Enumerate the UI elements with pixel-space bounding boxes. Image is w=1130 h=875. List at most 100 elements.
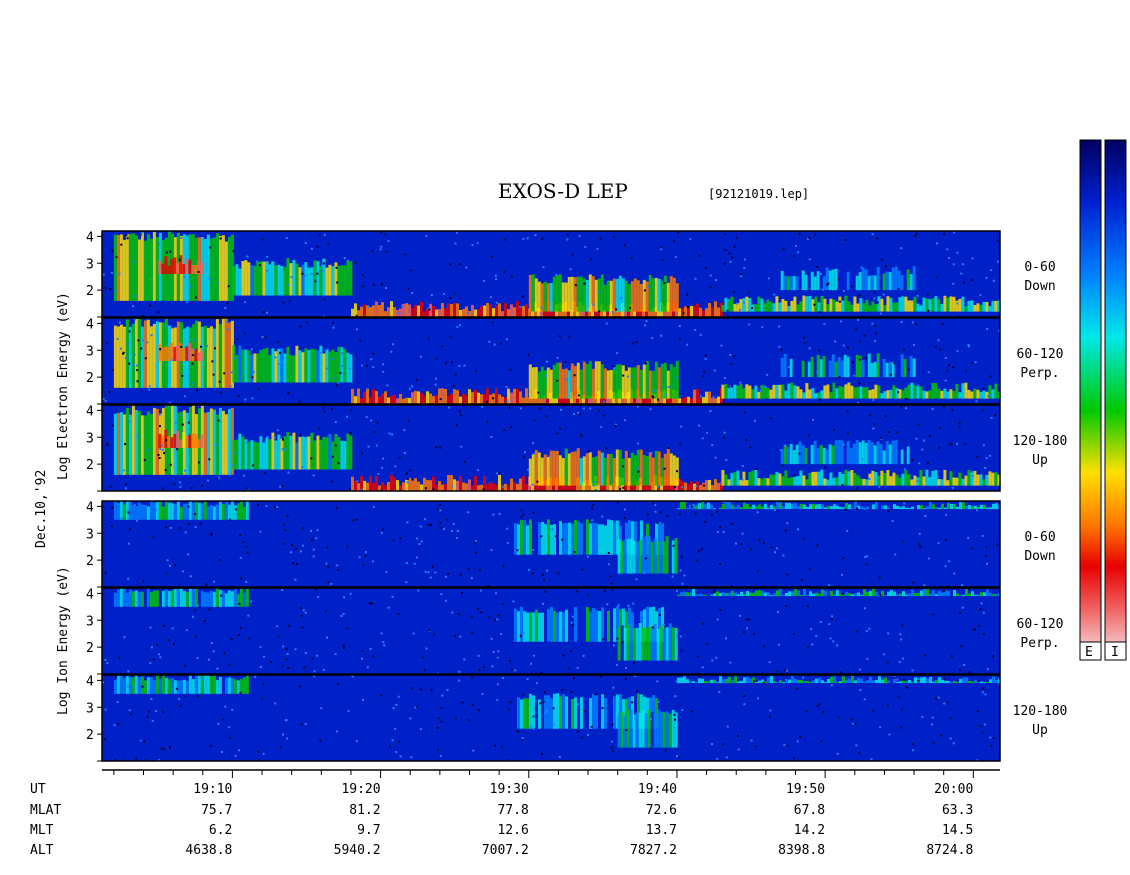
noise-speck [434, 383, 437, 386]
noise-speck [902, 657, 905, 660]
spectrogram-cell [125, 592, 129, 607]
spectrogram-cell [991, 389, 995, 399]
noise-speck [496, 618, 499, 621]
spectrogram-cell [799, 470, 803, 486]
noise-speck [841, 483, 844, 486]
noise-speck [711, 659, 714, 662]
spectrogram-cell [805, 383, 809, 399]
spectrogram-cell [128, 501, 132, 520]
noise-speck [410, 756, 413, 759]
spectrogram-cell [438, 481, 441, 491]
noise-speck [733, 355, 736, 357]
noise-speck [471, 676, 474, 679]
table-cell-mlat: 77.8 [497, 803, 528, 818]
noise-speck [659, 511, 662, 514]
spectrogram-cell [1016, 678, 1019, 683]
noise-speck [127, 670, 130, 673]
noise-speck [945, 513, 948, 516]
noise-speck [491, 321, 494, 324]
spectrogram-cell [381, 302, 384, 317]
spectrogram-cell [866, 680, 869, 684]
spectrogram-cell [185, 680, 189, 694]
spectrogram-cell [660, 363, 664, 399]
noise-speck [232, 250, 235, 253]
noise-speck [200, 345, 202, 348]
spectrogram-cell [923, 677, 926, 684]
spectrogram-cell [241, 436, 245, 470]
spectrogram-cell [140, 504, 144, 520]
noise-speck [613, 367, 616, 370]
spectrogram-cell [973, 388, 977, 399]
spectrogram-cell [1009, 393, 1012, 399]
spectrogram-cell [871, 470, 875, 486]
noise-speck [169, 250, 172, 253]
spectrogram-cell [286, 432, 290, 470]
noise-speck [590, 507, 593, 510]
spectrogram-cell [182, 591, 186, 607]
spectrogram-cell [203, 239, 207, 301]
spectrogram-cell [912, 440, 916, 465]
spectrogram-cell [817, 302, 821, 312]
spectrogram-cell [417, 391, 420, 404]
spectrogram-cell [692, 589, 695, 597]
spectrogram-cell [866, 506, 869, 510]
noise-speck [383, 644, 386, 647]
spectrogram-cell [468, 389, 471, 404]
spectrogram-cell [892, 385, 896, 399]
spectrogram-cell [754, 470, 758, 486]
spectrogram-cell [956, 682, 959, 684]
spectrogram-cell [173, 434, 177, 448]
spectrogram-cell [961, 296, 965, 312]
noise-speck [210, 642, 213, 644]
noise-speck [932, 613, 935, 616]
spectrogram-cell [782, 682, 785, 684]
spectrogram-cell [366, 388, 369, 404]
spectrogram-cell [662, 712, 666, 748]
noise-speck [282, 733, 284, 736]
spectrogram-cell [597, 361, 601, 399]
noise-speck [312, 555, 315, 558]
spectrogram-cell [678, 398, 681, 404]
spectrogram-cell [1003, 300, 1006, 312]
noise-speck [148, 448, 151, 451]
noise-speck [236, 338, 239, 341]
noise-speck [612, 749, 614, 752]
noise-speck [110, 525, 113, 528]
noise-speck [951, 486, 954, 489]
noise-speck [673, 713, 676, 716]
spectrogram-cell [893, 676, 896, 684]
noise-speck [836, 644, 839, 647]
spectrogram-cell [778, 473, 782, 486]
spectrogram-cell [967, 301, 971, 312]
noise-speck [539, 702, 542, 705]
noise-speck [106, 444, 109, 447]
noise-speck [150, 646, 153, 649]
spectrogram-cell [158, 501, 162, 520]
y-tick-label: 4 [86, 500, 94, 515]
spectrogram-cell [812, 593, 815, 597]
spectrogram-cell [824, 682, 827, 684]
noise-speck [810, 628, 813, 631]
row-label-mlat: MLAT [30, 803, 61, 818]
noise-speck [958, 425, 961, 428]
spectrogram-cell [577, 521, 580, 555]
noise-speck [736, 302, 738, 305]
spectrogram-cell [760, 385, 764, 399]
spectrogram-cell [807, 267, 811, 291]
spectrogram-cell [760, 478, 764, 486]
noise-speck [372, 505, 375, 508]
noise-speck [704, 520, 707, 523]
spectrogram-cell [307, 350, 311, 383]
spectrogram-cell [830, 506, 833, 510]
noise-speck [127, 685, 130, 688]
noise-speck [739, 309, 742, 312]
spectrogram-cell [462, 393, 465, 404]
spectrogram-cell [827, 679, 830, 683]
spectrogram-cell [531, 311, 534, 317]
noise-speck [570, 690, 573, 693]
noise-speck [997, 260, 999, 263]
spectrogram-cell [937, 479, 941, 486]
spectrogram-cell [904, 387, 908, 399]
noise-speck [181, 374, 184, 377]
spectrogram-cell [577, 612, 580, 642]
